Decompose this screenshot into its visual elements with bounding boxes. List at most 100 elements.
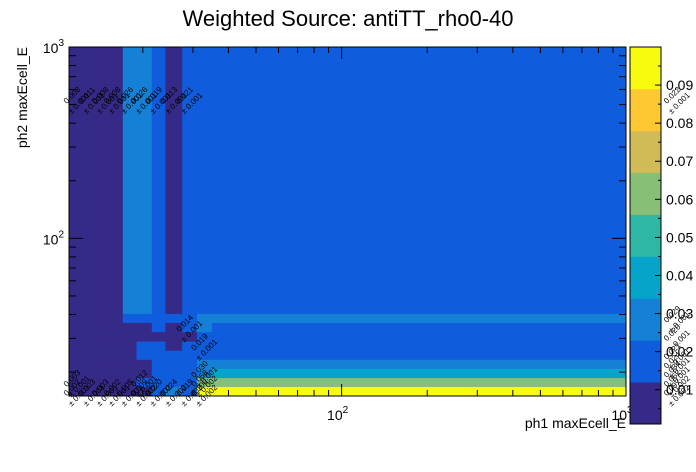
heatmap-cell [182, 331, 198, 342]
color-scale: 0.01 0.02 0.03 0.04 0.05 0.06 0.07 0.08 0.09 [629, 46, 693, 425]
color-scale-tick-label: 0.09 [666, 77, 693, 93]
heatmap-cell [196, 313, 213, 323]
heatmap-cell [196, 331, 213, 342]
heatmap-cell [111, 350, 124, 360]
heatmap-cell [122, 359, 137, 369]
heatmap-cell [136, 47, 153, 314]
color-scale-swatch [630, 340, 661, 383]
heatmap-cell [136, 377, 153, 387]
color-scale-tick-label: 0.07 [666, 153, 693, 169]
heatmap-cell [211, 359, 627, 369]
color-scale-swatch [630, 88, 661, 132]
heatmap-cell [98, 341, 112, 351]
color-scale-swatch [630, 130, 661, 174]
heatmap-cell [151, 368, 166, 379]
heatmap-cell [136, 322, 153, 333]
color-scale-swatch [630, 298, 661, 341]
heatmap-cell [211, 368, 627, 379]
heatmap-cell [182, 386, 198, 397]
heatmap-cell [211, 47, 627, 314]
heatmap-cell [122, 350, 137, 360]
heatmap-cell [122, 341, 137, 351]
heatmap-cell [84, 341, 100, 351]
heatmap-cell [211, 331, 627, 342]
color-scale-swatch [630, 382, 661, 425]
heatmap-cell [111, 359, 124, 369]
heatmap-cell [151, 386, 166, 397]
heatmap-cell [165, 368, 183, 379]
x-tick-label: 102 [327, 405, 349, 423]
x-axis-title: ph1 maxEcell_E [525, 415, 626, 431]
heatmap-cell [211, 386, 627, 397]
heatmap-cell [111, 47, 124, 314]
heatmap-cell [165, 377, 183, 387]
heatmap-cell [136, 386, 153, 397]
heatmap-cell [84, 368, 100, 379]
heatmap-cell [165, 350, 183, 360]
heatmap-cell [151, 350, 166, 360]
color-scale-swatch [630, 172, 661, 215]
color-scale-tick-label: 0.08 [666, 115, 693, 131]
color-scale-tick-label: 0.03 [666, 306, 693, 322]
heatmap-cell [182, 322, 198, 333]
heatmap-cell [151, 313, 166, 323]
heatmap-cell [122, 368, 137, 379]
heatmap-cell [165, 313, 183, 323]
heatmap-cell [69, 368, 86, 379]
color-scale-swatch [630, 256, 661, 299]
plot-frame [68, 46, 627, 397]
heatmap-cell [122, 377, 137, 387]
heatmap-cell [84, 359, 100, 369]
heatmap-cell [111, 377, 124, 387]
heatmap-cell [69, 359, 86, 369]
heatmap-cell [196, 386, 213, 397]
heatmap-cell [182, 341, 198, 351]
heatmap-cell [98, 350, 112, 360]
heatmap-cell [111, 331, 124, 342]
heatmap-cell [84, 377, 100, 387]
chart-title: Weighted Source: antiTT_rho0-40 [183, 6, 514, 31]
heatmap-cell [111, 341, 124, 351]
heatmap-cell [182, 350, 198, 360]
heatmap-cell [98, 322, 112, 333]
heatmap-cell [69, 350, 86, 360]
heatmap-cell [196, 322, 213, 333]
y-tick-label: 103 [43, 38, 65, 56]
heatmap-cell [111, 322, 124, 333]
heatmap-cell [122, 331, 137, 342]
color-scale-tick-label: 0.02 [666, 344, 693, 360]
heatmap-cell [98, 331, 112, 342]
heatmap-cell [136, 368, 153, 379]
heatmap-cell [211, 377, 627, 387]
heatmap-cell [98, 47, 112, 314]
heatmap-cell [122, 313, 137, 323]
heatmap-cell [196, 368, 213, 379]
heatmap-cells [69, 47, 627, 397]
heatmap-cell [196, 359, 213, 369]
heatmap-cell [151, 377, 166, 387]
heatmap-cell [211, 322, 627, 333]
heatmap-cell [211, 313, 627, 323]
heatmap-cell [84, 47, 100, 314]
heatmap-cell [165, 47, 183, 314]
heatmap-cell [136, 313, 153, 323]
heatmap-cell [84, 350, 100, 360]
heatmap-cell [151, 322, 166, 333]
heatmap-cell [151, 341, 166, 351]
heatmap-cell [196, 47, 213, 314]
heatmap-cell [182, 368, 198, 379]
heatmap-cell [165, 386, 183, 397]
heatmap-cell [182, 313, 198, 323]
heatmap-cell [69, 313, 86, 323]
heatmap-cell [182, 377, 198, 387]
heatmap-cell [165, 359, 183, 369]
heatmap-cell [136, 350, 153, 360]
heatmap-cell [98, 368, 112, 379]
heatmap-cell [211, 341, 627, 351]
heatmap-cell [151, 359, 166, 369]
heatmap-cell [136, 331, 153, 342]
heatmap-cell [165, 331, 183, 342]
color-scale-swatch [630, 214, 661, 257]
heatmap-cell [69, 331, 86, 342]
heatmap-cell [84, 313, 100, 323]
